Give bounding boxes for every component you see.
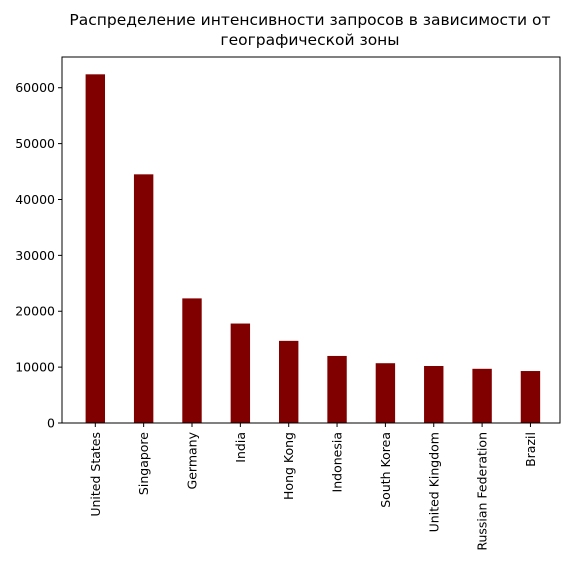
x-axis: United States Singapore Germany India Hong K…: [88, 423, 538, 551]
chart-title-line-2: географической зоны: [220, 31, 399, 49]
y-tick-label: 40000: [15, 192, 55, 207]
x-tick-label: Hong Kong: [281, 432, 296, 500]
bar-russian-federation: [472, 368, 492, 423]
y-tick-label: 10000: [15, 360, 55, 375]
bars: [85, 74, 541, 423]
bar-singapore: [133, 174, 154, 423]
x-tick-label: Indonesia: [330, 432, 345, 492]
x-tick-label: Russian Federation: [475, 432, 490, 551]
bar-brazil: [520, 371, 541, 423]
plot-frame: [61, 56, 561, 424]
y-tick-label: 0: [47, 416, 55, 431]
x-tick-label: Germany: [185, 431, 200, 489]
x-tick-label: Singapore: [136, 432, 151, 495]
bar-indonesia: [327, 355, 347, 423]
x-tick-label: Brazil: [523, 432, 538, 467]
y-axis: 0 10000 20000 30000 40000 50000 60000: [15, 80, 62, 431]
bar-united-kingdom: [424, 366, 444, 423]
x-tick-label: United Kingdom: [426, 432, 441, 532]
bar-united-states: [85, 74, 105, 423]
x-tick-label: United States: [88, 432, 103, 517]
bar-south-korea: [375, 363, 396, 423]
chart-title: Распределение интенсивности запросов в з…: [69, 11, 550, 49]
bar-germany: [182, 298, 202, 423]
bar-india: [230, 323, 251, 423]
x-tick-label: India: [233, 432, 248, 463]
x-tick-label: South Korea: [378, 432, 393, 508]
y-tick-label: 20000: [15, 304, 55, 319]
chart-title-line-1: Распределение интенсивности запросов в з…: [69, 11, 550, 29]
y-tick-label: 30000: [15, 248, 55, 263]
y-tick-label: 50000: [15, 136, 55, 151]
y-tick-label: 60000: [15, 80, 55, 95]
bar-hong-kong: [279, 340, 299, 423]
